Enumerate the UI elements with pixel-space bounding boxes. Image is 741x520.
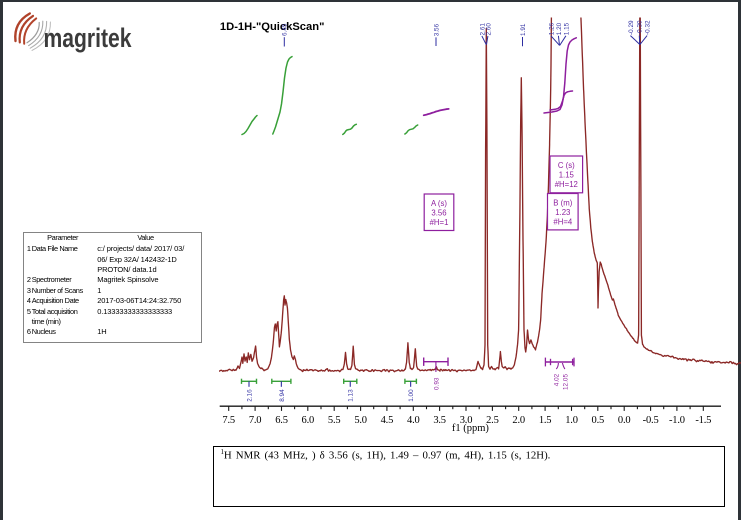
svg-text:0.0: 0.0: [618, 415, 631, 426]
svg-text:5.0: 5.0: [354, 415, 367, 426]
svg-text:2.16: 2.16: [246, 389, 253, 402]
svg-text:1.15: 1.15: [559, 171, 575, 180]
svg-text:6.45: 6.45: [282, 23, 289, 36]
svg-text:-0.5: -0.5: [643, 415, 659, 426]
svg-text:3.0: 3.0: [460, 415, 473, 426]
svg-text:1.91: 1.91: [520, 23, 527, 36]
svg-text:-1.5: -1.5: [695, 415, 711, 426]
svg-text:3.5: 3.5: [433, 415, 446, 426]
svg-text:f1 (ppm): f1 (ppm): [452, 423, 490, 434]
svg-text:4.0: 4.0: [407, 415, 420, 426]
svg-text:3.56: 3.56: [433, 23, 440, 36]
svg-text:1.26: 1.26: [548, 22, 555, 35]
svg-text:-0.32: -0.32: [645, 20, 652, 35]
svg-text:2.5: 2.5: [486, 415, 499, 426]
svg-text:7.5: 7.5: [222, 415, 235, 426]
svg-text:-0.30: -0.30: [637, 20, 644, 35]
svg-text:#H=4: #H=4: [553, 218, 573, 227]
svg-text:C (s): C (s): [558, 161, 575, 170]
svg-text:-1.0: -1.0: [669, 415, 685, 426]
svg-text:1.15: 1.15: [563, 22, 570, 35]
svg-text:6.5: 6.5: [275, 415, 288, 426]
svg-text:1.0: 1.0: [565, 415, 578, 426]
svg-text:1.5: 1.5: [539, 415, 552, 426]
svg-text:#H=1: #H=1: [430, 218, 449, 227]
svg-text:2.60: 2.60: [485, 23, 492, 36]
svg-text:0.93: 0.93: [433, 377, 440, 390]
svg-text:12.05: 12.05: [562, 374, 569, 390]
svg-text:8.94: 8.94: [279, 389, 286, 402]
svg-text:B (m): B (m): [553, 199, 572, 208]
svg-text:#H=12: #H=12: [555, 180, 578, 189]
svg-text:5.5: 5.5: [328, 415, 341, 426]
svg-text:1.23: 1.23: [555, 208, 570, 217]
svg-text:2.0: 2.0: [512, 415, 525, 426]
svg-text:3.56: 3.56: [431, 209, 446, 218]
svg-text:2.61: 2.61: [479, 23, 486, 36]
svg-text:1.13: 1.13: [348, 389, 355, 402]
svg-text:7.0: 7.0: [249, 415, 262, 426]
svg-text:1.20: 1.20: [556, 22, 563, 35]
svg-text:4.5: 4.5: [381, 415, 394, 426]
svg-text:magritek: magritek: [44, 23, 133, 53]
svg-text:0.5: 0.5: [592, 415, 605, 426]
svg-text:1.00: 1.00: [408, 389, 415, 402]
svg-text:4.02: 4.02: [554, 373, 561, 386]
svg-text:6.0: 6.0: [302, 415, 315, 426]
svg-text:-0.29: -0.29: [628, 20, 635, 35]
svg-text:A (s): A (s): [431, 199, 447, 208]
